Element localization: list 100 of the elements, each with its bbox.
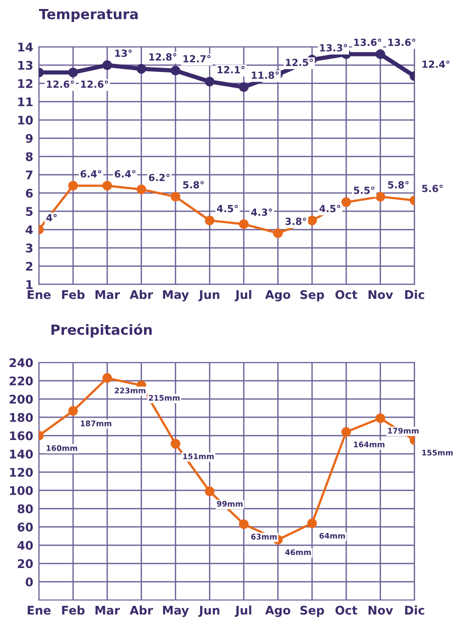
y-tick-label: 14: [18, 42, 33, 52]
x-tick-label: Dic: [405, 290, 424, 300]
x-tick-label: Abr: [130, 606, 154, 615]
point: [68, 180, 78, 191]
point: [102, 60, 112, 70]
point: [307, 216, 317, 226]
data-label: 6.2°: [148, 174, 170, 182]
point: [273, 228, 283, 238]
x-tick-label: Ago: [265, 606, 290, 617]
data-label: 13.6°: [388, 38, 416, 46]
y-tick-label: 12: [18, 79, 32, 88]
data-label: 4°: [46, 214, 57, 222]
point: [170, 438, 180, 449]
y-tick-label: 10: [18, 116, 33, 125]
point: [136, 64, 146, 74]
data-label: 12.6°: [81, 80, 108, 88]
y-tick-label: 4: [26, 225, 33, 234]
point: [204, 216, 214, 226]
point: [170, 192, 180, 202]
data-label: 5.6°: [422, 184, 443, 192]
point: [68, 68, 78, 78]
y-tick-label: 60: [18, 522, 33, 532]
x-tick-label: Ene: [28, 606, 51, 615]
data-label: 13.3°: [320, 44, 348, 52]
y-tick-label: 120: [10, 468, 33, 477]
data-label: 5.5°: [354, 186, 374, 194]
data-label: 13.6°: [354, 38, 382, 46]
data-label: 13°: [115, 50, 132, 57]
x-tick-label: Oct: [335, 606, 358, 615]
y-tick-label: 80: [18, 504, 33, 514]
data-label: 3.8°: [286, 218, 306, 226]
point: [170, 66, 180, 76]
x-tick-label: Dic: [405, 606, 424, 615]
point: [136, 184, 146, 194]
y-tick-label: 140: [10, 450, 33, 458]
point: [238, 82, 249, 92]
x-tick-label: Feb: [62, 606, 85, 615]
data-label: 12.4°: [422, 60, 450, 68]
y-tick-label: 13: [18, 60, 32, 70]
y-tick-label: 8: [26, 152, 33, 162]
data-label: 5.8°: [183, 181, 204, 188]
y-tick-label: 20: [18, 559, 33, 568]
point: [204, 76, 214, 86]
x-tick-label: Abr: [130, 290, 154, 300]
y-tick-label: 0: [26, 577, 33, 586]
point: [238, 219, 249, 229]
y-tick-label: 7: [26, 170, 32, 180]
data-label: 6.4°: [80, 170, 102, 178]
data-label: 4.3°: [251, 208, 272, 216]
y-tick-label: 5: [26, 207, 33, 216]
data-label: 11.8°: [252, 71, 279, 79]
y-tick-label: 9: [26, 134, 33, 143]
x-tick-label: Jul: [234, 290, 252, 302]
data-label: 5.8°: [388, 181, 409, 188]
x-tick-label: Mar: [96, 290, 120, 300]
y-tick-label: 6: [26, 188, 33, 198]
x-tick-label: Nov: [368, 290, 394, 300]
x-tick-label: May: [163, 606, 189, 617]
y-tick-label: 40: [17, 540, 33, 550]
point: [238, 519, 249, 530]
data-label: 6.4°: [114, 170, 136, 178]
point: [341, 427, 352, 437]
x-tick-label: Oct: [335, 290, 358, 300]
chart-title: Temperatura: [38, 8, 138, 22]
point: [102, 180, 112, 191]
data-label: 4.5°: [217, 204, 238, 212]
x-tick-label: Feb: [62, 290, 85, 300]
point: [375, 413, 386, 424]
x-tick-label: Jun: [198, 290, 220, 302]
data-label: 12.5°: [286, 58, 313, 66]
y-tick-label: 160: [10, 431, 33, 440]
data-label: 12.7°: [184, 55, 210, 62]
y-tick-label: 11: [18, 98, 33, 106]
y-tick-label: 180: [10, 413, 33, 422]
x-tick-label: May: [163, 290, 189, 302]
chart-title: Precipitación: [51, 324, 152, 338]
point: [307, 518, 317, 528]
point: [375, 192, 386, 202]
point: [102, 373, 112, 383]
x-tick-label: Sep: [300, 606, 324, 617]
x-tick-label: Ene: [28, 290, 51, 300]
x-tick-label: Nov: [368, 606, 394, 615]
data-label: 12.6°: [46, 80, 74, 88]
data-label: 4.5°: [319, 204, 340, 212]
y-tick-label: 200: [10, 394, 33, 404]
y-tick-label: 1: [26, 280, 33, 289]
y-tick-label: 100: [10, 486, 33, 496]
y-tick-label: 3: [26, 244, 32, 252]
point: [68, 406, 78, 416]
data-label: 12.8°: [149, 53, 176, 61]
point: [375, 49, 386, 60]
x-tick-label: Ago: [265, 290, 290, 302]
x-tick-label: Jun: [198, 606, 220, 617]
point: [204, 486, 214, 496]
x-tick-label: Jul: [234, 606, 252, 617]
x-tick-label: Sep: [300, 290, 324, 302]
data-label: 12.1°: [218, 66, 245, 74]
x-tick-label: Mar: [96, 606, 120, 615]
y-tick-label: 220: [10, 376, 33, 386]
point: [341, 197, 352, 208]
